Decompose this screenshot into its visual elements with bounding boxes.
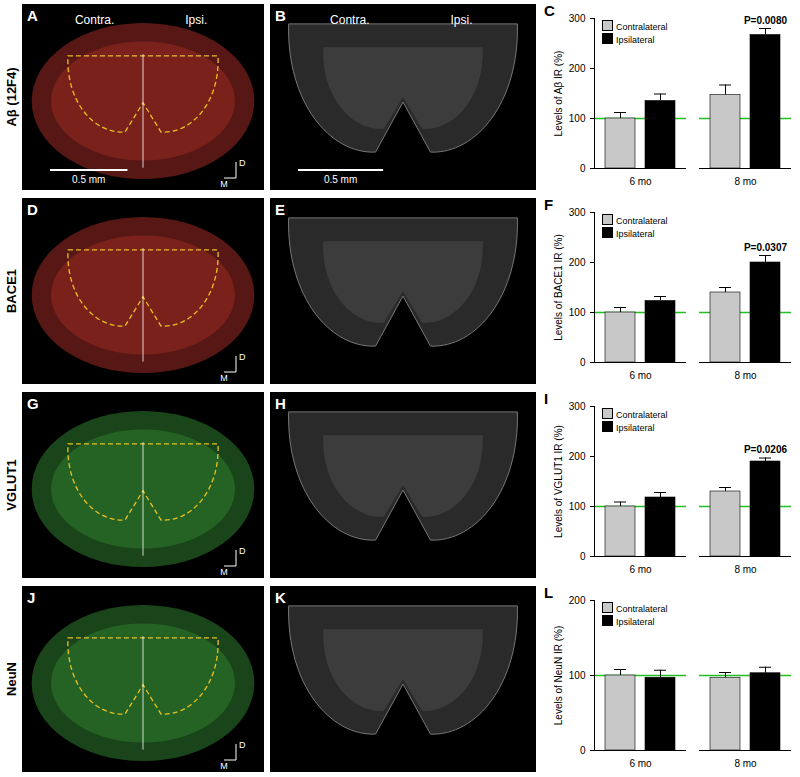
html-text:F: F bbox=[544, 196, 554, 213]
html-text:Ipsilateral: Ipsilateral bbox=[616, 35, 655, 45]
svg-text:0: 0 bbox=[580, 163, 586, 174]
svg-text:6 mo: 6 mo bbox=[629, 758, 652, 769]
svg-text:A: A bbox=[27, 7, 38, 24]
svg-text:H: H bbox=[275, 395, 286, 412]
svg-text:0: 0 bbox=[580, 745, 586, 756]
svg-text:200: 200 bbox=[569, 451, 586, 462]
svg-text:6 mo: 6 mo bbox=[629, 370, 652, 381]
svg-text:BACE1: BACE1 bbox=[4, 269, 19, 313]
svg-text:M: M bbox=[220, 761, 228, 771]
svg-text:100: 100 bbox=[569, 113, 586, 124]
svg-text:VGLUT1: VGLUT1 bbox=[4, 459, 19, 510]
svg-text:M: M bbox=[220, 373, 228, 383]
svg-text:8 mo: 8 mo bbox=[734, 758, 757, 769]
svg-text:Ipsi.: Ipsi. bbox=[451, 13, 473, 27]
svg-text:Ipsi.: Ipsi. bbox=[185, 13, 207, 27]
html-text:C: C bbox=[544, 2, 555, 19]
svg-text:6 mo: 6 mo bbox=[629, 176, 652, 187]
svg-text:300: 300 bbox=[569, 13, 586, 24]
svg-text:0: 0 bbox=[580, 357, 586, 368]
svg-text:100: 100 bbox=[569, 501, 586, 512]
svg-text:200: 200 bbox=[569, 63, 586, 74]
html-text:Ipsilateral: Ipsilateral bbox=[616, 229, 655, 239]
svg-text:300: 300 bbox=[569, 401, 586, 412]
html-text:Contralateral: Contralateral bbox=[616, 22, 668, 32]
html-text:Contralateral: Contralateral bbox=[616, 604, 668, 614]
svg-text:200: 200 bbox=[569, 595, 586, 606]
svg-text:6 mo: 6 mo bbox=[629, 564, 652, 575]
svg-text:300: 300 bbox=[569, 207, 586, 218]
svg-text:8 mo: 8 mo bbox=[734, 176, 757, 187]
svg-text:8 mo: 8 mo bbox=[734, 370, 757, 381]
svg-text:K: K bbox=[275, 589, 286, 606]
svg-text:Contra.: Contra. bbox=[75, 13, 114, 27]
svg-text:0: 0 bbox=[580, 551, 586, 562]
svg-text:8 mo: 8 mo bbox=[734, 564, 757, 575]
html-text:Contralateral: Contralateral bbox=[616, 410, 668, 420]
svg-text:D: D bbox=[239, 740, 246, 750]
svg-text:D: D bbox=[27, 201, 38, 218]
svg-text:0.5 mm: 0.5 mm bbox=[72, 174, 105, 185]
svg-text:D: D bbox=[239, 158, 246, 168]
svg-text:B: B bbox=[275, 7, 286, 24]
html-text:I: I bbox=[544, 390, 549, 407]
html-text:Ipsilateral: Ipsilateral bbox=[616, 617, 655, 627]
html-text:L: L bbox=[544, 584, 554, 601]
svg-text:100: 100 bbox=[569, 307, 586, 318]
svg-text:200: 200 bbox=[569, 257, 586, 268]
svg-text:Levels of BACE1 IR (%): Levels of BACE1 IR (%) bbox=[553, 234, 564, 341]
svg-text:100: 100 bbox=[569, 670, 586, 681]
svg-text:J: J bbox=[27, 589, 35, 606]
svg-text:G: G bbox=[27, 395, 39, 412]
svg-text:P=0.0206: P=0.0206 bbox=[744, 444, 788, 455]
svg-text:M: M bbox=[220, 179, 228, 189]
svg-text:M: M bbox=[220, 567, 228, 577]
svg-text:E: E bbox=[275, 201, 285, 218]
svg-text:D: D bbox=[239, 546, 246, 556]
svg-text:NeuN: NeuN bbox=[4, 662, 19, 696]
svg-text:P=0.0080: P=0.0080 bbox=[744, 15, 788, 26]
html-text:Contralateral: Contralateral bbox=[616, 216, 668, 226]
svg-text:Levels of NeuN IR (%): Levels of NeuN IR (%) bbox=[553, 626, 564, 725]
svg-text:0.5 mm: 0.5 mm bbox=[324, 174, 357, 185]
html-text:Ipsilateral: Ipsilateral bbox=[616, 423, 655, 433]
svg-text:P=0.0307: P=0.0307 bbox=[744, 242, 788, 253]
svg-text:Levels of Aβ IR (%): Levels of Aβ IR (%) bbox=[553, 51, 564, 137]
svg-text:Levels of VGLUT1 IR (%): Levels of VGLUT1 IR (%) bbox=[553, 425, 564, 538]
svg-text:Aβ (12F4): Aβ (12F4) bbox=[4, 67, 19, 126]
svg-text:Contra.: Contra. bbox=[330, 13, 369, 27]
svg-text:D: D bbox=[239, 352, 246, 362]
